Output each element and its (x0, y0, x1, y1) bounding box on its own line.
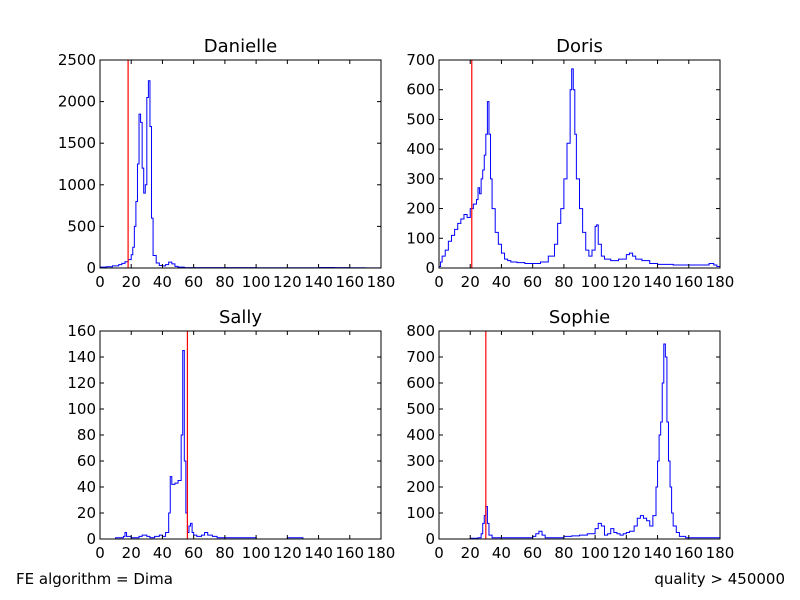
sally-y-tick-label: 0 (86, 530, 96, 548)
sophie-axes-frame (438, 330, 721, 540)
danielle-y-tick-label: 500 (67, 217, 96, 235)
sally-x-tick-label: 100 (242, 544, 271, 562)
sophie-y-tick-label: 400 (406, 426, 435, 444)
sophie-x-tick-label: 120 (612, 544, 641, 562)
doris-x-tick-label: 100 (581, 273, 610, 291)
subplot-sally: 0 20 40 60 80 100 120 140 160 1800204060801001201… (67, 307, 395, 562)
sophie-y-tick-label: 500 (406, 400, 435, 418)
sophie-x-tick-label: 160 (674, 544, 703, 562)
doris-y-tick-label: 400 (406, 140, 435, 158)
doris-x-tick-label: 180 (706, 273, 735, 291)
danielle-histogram-line (100, 80, 381, 268)
doris-y-tick-label: 0 (425, 259, 435, 277)
doris-y-tick-label: 700 (406, 51, 435, 69)
footer-quality-label: quality > 450000 (654, 570, 785, 588)
danielle-x-tick-label: 100 (242, 273, 271, 291)
doris-x-tick-label: 80 (554, 273, 573, 291)
sally-x-tick-label: 80 (215, 544, 234, 562)
doris-x-tick-label: 160 (674, 273, 703, 291)
sophie-y-tick-label: 0 (425, 530, 435, 548)
sally-x-tick-label: 140 (304, 544, 333, 562)
doris-axes-frame (438, 59, 721, 269)
subplot-sophie: 0 20 40 60 80 100 120 140 160 1800100200300400500… (406, 307, 734, 562)
doris-x-tick-label: 140 (643, 273, 672, 291)
footer-algorithm-label: FE algorithm = Dima (16, 570, 173, 588)
danielle-x-tick-label: 40 (153, 273, 172, 291)
sally-y-tick-label: 80 (77, 426, 96, 444)
sophie-y-tick-label: 700 (406, 348, 435, 366)
danielle-y-tick-label: 1000 (58, 176, 96, 194)
sally-x-tick-label: 40 (153, 544, 172, 562)
sally-y-tick-label: 160 (67, 322, 96, 340)
danielle-axes-frame (99, 59, 382, 269)
sally-y-tick-label: 20 (77, 504, 96, 522)
sophie-title: Sophie (549, 307, 610, 328)
doris-x-tick-label: 60 (523, 273, 542, 291)
sally-x-tick-label: 60 (184, 544, 203, 562)
sally-histogram-line (100, 350, 381, 539)
danielle-x-tick-label: 0 (95, 273, 105, 291)
sophie-x-tick-label: 40 (492, 544, 511, 562)
danielle-y-tick-label: 0 (86, 259, 96, 277)
sally-x-tick-label: 0 (95, 544, 105, 562)
sally-axes-frame (99, 330, 382, 540)
sally-y-tick-label: 60 (77, 452, 96, 470)
doris-histogram-line (439, 68, 720, 268)
danielle-title: Danielle (204, 36, 277, 57)
sally-x-tick-label: 20 (122, 544, 141, 562)
sophie-x-tick-label: 180 (706, 544, 735, 562)
doris-x-tick-label: 20 (461, 273, 480, 291)
danielle-x-tick-label: 80 (215, 273, 234, 291)
danielle-x-tick-label: 160 (335, 273, 364, 291)
subplot-doris: 0 20 40 60 80 100 120 140 160 1800100200300400500… (406, 36, 734, 291)
sally-y-tick-label: 120 (67, 374, 96, 392)
sally-y-tick-label: 40 (77, 478, 96, 496)
sophie-x-tick-label: 100 (581, 544, 610, 562)
doris-title: Doris (556, 36, 603, 57)
danielle-x-tick-label: 140 (304, 273, 333, 291)
sophie-y-tick-label: 100 (406, 504, 435, 522)
doris-x-tick-label: 0 (434, 273, 444, 291)
sally-y-tick-label: 140 (67, 348, 96, 366)
doris-y-tick-label: 100 (406, 229, 435, 247)
doris-x-tick-label: 40 (492, 273, 511, 291)
sally-title: Sally (219, 307, 262, 328)
sophie-histogram-line (439, 343, 720, 539)
sophie-x-tick-label: 0 (434, 544, 444, 562)
sophie-x-tick-label: 60 (523, 544, 542, 562)
subplot-danielle: 0 20 40 60 80 100 120 140 160 180 0 500 1000 1500 2000… (58, 36, 396, 291)
sophie-y-tick-label: 300 (406, 452, 435, 470)
sophie-y-tick-label: 600 (406, 374, 435, 392)
danielle-x-tick-label: 180 (367, 273, 396, 291)
sally-x-tick-label: 160 (335, 544, 364, 562)
doris-y-tick-label: 500 (406, 110, 435, 128)
doris-x-tick-label: 120 (612, 273, 641, 291)
doris-y-tick-label: 200 (406, 200, 435, 218)
doris-y-tick-label: 300 (406, 170, 435, 188)
sophie-x-tick-label: 140 (643, 544, 672, 562)
danielle-x-tick-label: 60 (184, 273, 203, 291)
danielle-y-tick-label: 2500 (58, 51, 96, 69)
sally-x-tick-label: 120 (273, 544, 302, 562)
danielle-x-tick-label: 20 (122, 273, 141, 291)
sophie-x-tick-label: 80 (554, 544, 573, 562)
danielle-y-tick-label: 2000 (58, 93, 96, 111)
sophie-y-tick-label: 800 (406, 322, 435, 340)
sally-x-tick-label: 180 (367, 544, 396, 562)
doris-y-tick-label: 600 (406, 81, 435, 99)
sophie-x-tick-label: 20 (461, 544, 480, 562)
sally-y-tick-label: 100 (67, 400, 96, 418)
danielle-x-tick-label: 120 (273, 273, 302, 291)
danielle-y-tick-label: 1500 (58, 134, 96, 152)
sophie-y-tick-label: 200 (406, 478, 435, 496)
